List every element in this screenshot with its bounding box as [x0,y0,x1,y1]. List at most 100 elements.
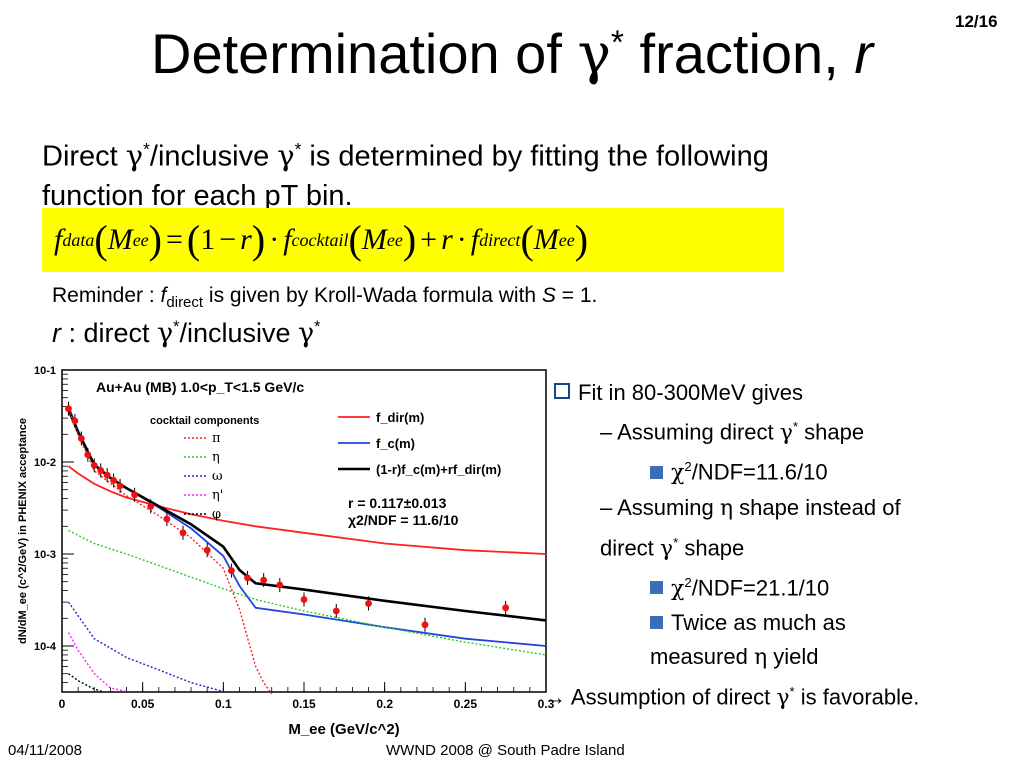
bullet-chi-2: χ [671,576,685,602]
bullet-two-1: 2 [684,459,692,475]
formula-ee3: ee [558,229,575,250]
fit-result-r: r = 0.117±0.013 [348,495,447,511]
series-line [67,632,127,693]
reminder-text: Reminder : fdirect is given by Kroll-Wad… [52,284,597,311]
bullet-fit-range-text: Fit in 80-300MeV gives [578,380,803,405]
bullet-chi2-direct-text: /NDF=11.6/10 [691,459,828,485]
fit-legend-label: f_dir(m) [376,410,424,425]
legend-label: η' [212,488,223,503]
bullet-assume-eta-cont: direct γ* shape [550,526,1024,566]
bullet-assume-eta: – Assuming η shape instead of [550,491,1024,526]
y-tick-label: 10-1 [34,365,56,377]
results-bullets: Fit in 80-300MeV gives – Assuming direct… [544,376,1024,716]
series-line [68,529,547,656]
bullet-eta-2: η [753,645,768,671]
data-point [203,546,211,554]
intro-p1: Direct [42,140,126,173]
bullet-star-2: * [673,534,679,550]
intro-line2: function for each pT bin. [42,179,353,212]
intro-p3: is determined by fitting the following [301,140,769,173]
series-line [67,408,273,695]
bullet-eta-1: η [719,495,734,521]
mass-spectrum-plot: 0 0.05 0.1 0.15 0.2 0.25 0.3 10-1 10-2 10-3 10-4 M_… [17,365,555,738]
bullet-gamma-2: γ [659,535,674,561]
bullet-chi2-eta-text: /NDF=21.1/10 [691,575,830,601]
x-tick-label: 0 [59,697,66,711]
bullet-star-3: * [789,684,795,700]
rdef-gamma-2: γ [298,318,315,349]
data-point [244,574,251,582]
formula-f1: f [54,223,63,256]
formula-data: data [62,229,95,250]
bullet-two-2: 2 [684,574,692,590]
x-tick-label: 0.2 [376,697,393,711]
legend-label: η [212,450,220,465]
footer-conference: WWND 2008 @ South Padre Island [386,742,625,759]
bullet-shape-1: shape [798,419,865,445]
bullet-conclusion: → Assumption of direct γ* is favorable. [544,675,1024,715]
data-point [103,471,111,479]
formula-dot1: · [269,223,280,256]
intro-text: Direct γ*/inclusive γ* is determined by … [42,130,962,216]
formula-ee2: ee [386,229,403,250]
rdef-star-2: * [314,318,321,336]
data-point [421,621,429,629]
y-tick-label: 10-3 [34,549,56,561]
formula-r2: r [441,223,453,256]
legend-header: cocktail components [150,415,259,427]
bullet-chi-1: χ [671,460,685,486]
formula-ee1: ee [132,229,149,250]
formula-M1: M [107,223,133,256]
intro-gamma-1: γ [125,138,144,173]
reminder-f: f [160,284,167,307]
data-point [77,435,85,442]
square-bullet-icon [650,616,663,630]
intro-star-1: * [143,139,150,159]
formula-f2: f [283,223,292,256]
formula-eq: = [166,223,183,256]
rdef-gamma-1: γ [157,318,174,349]
plot-title: Au+Au (MB) 1.0<p_T<1.5 GeV/c [96,379,304,395]
data-point [502,604,510,612]
formula-M3: M [533,223,559,256]
legend-label: π [212,431,221,446]
x-tick-label: 0.05 [131,697,155,711]
reminder-post: = 1. [555,284,598,307]
r-definition: r : direct γ*/inclusive γ* [52,318,320,349]
formula-M2: M [361,223,387,256]
title-text2: fraction, [624,22,855,85]
data-point [260,576,268,584]
hollow-square-bullet-icon [554,383,570,399]
fit-legend-label: (1-r)f_c(m)+rf_dir(m) [376,462,501,477]
bullet-twice: Twice as much as [550,606,1024,640]
formula-one: 1 [200,223,216,256]
formula-direct: direct [479,229,521,250]
formula-minus: − [219,223,237,256]
data-point [163,515,171,523]
data-point [179,529,187,537]
square-bullet-icon [650,581,663,595]
data-point [131,491,139,499]
intro-star-2: * [294,139,302,159]
data-point [332,607,340,615]
bullet-star-1: * [792,419,799,434]
y-axis-label: dN/dM_ee (c^2/GeV) in PHENIX acceptance [17,418,29,644]
fit-result-chi2: χ2/NDF = 11.6/10 [348,512,459,528]
bullet-chi2-eta: χ2/NDF=21.1/10 [550,566,1024,606]
bullet-assume-direct: – Assuming direct γ* shape [550,410,1024,450]
data-point [276,581,284,589]
page-number: 12/16 [955,12,998,31]
legend-label: φ [212,507,221,522]
data-point [116,482,124,490]
formula-r1: r [240,223,252,256]
data-point [110,477,118,484]
rdef-star-1: * [173,318,180,336]
formula-f3: f [470,223,480,256]
series-line [67,465,547,555]
bullet-conclusion-text2: is favorable. [794,684,920,710]
formula-dot2: · [456,223,467,256]
rdef-pre: : direct [61,318,158,348]
x-tick-label: 0.1 [215,697,232,711]
x-tick-label: 0.25 [454,697,478,711]
